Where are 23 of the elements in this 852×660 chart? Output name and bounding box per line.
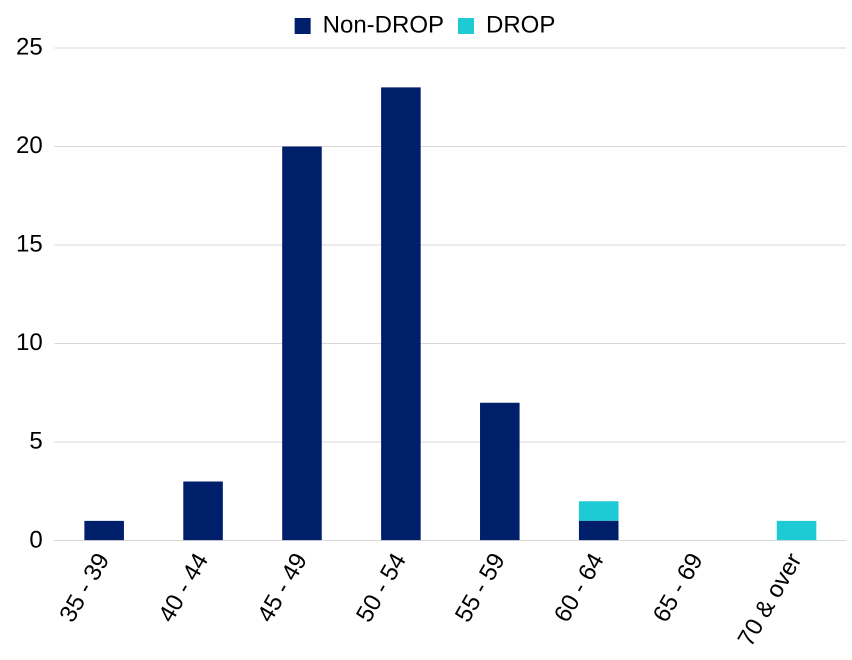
bar <box>776 520 816 540</box>
y-tick-label: 10 <box>16 329 43 356</box>
bar <box>381 87 421 540</box>
bar <box>578 520 618 540</box>
x-tick-label: 60 - 64 <box>548 548 610 627</box>
x-tick-label: 45 - 49 <box>252 548 313 627</box>
y-tick-label: 20 <box>16 132 43 160</box>
bar <box>282 146 322 540</box>
bar <box>84 520 124 540</box>
x-tick-label: 55 - 59 <box>450 548 511 627</box>
bar <box>183 482 223 540</box>
x-tick-label: 50 - 54 <box>351 548 412 627</box>
bar <box>578 501 618 521</box>
y-tick-label: 25 <box>16 34 43 61</box>
x-tick-label: 35 - 39 <box>54 548 116 627</box>
y-tick-label: 15 <box>16 230 43 258</box>
legend-label: DROP <box>486 12 556 39</box>
x-tick-label: 40 - 44 <box>153 548 214 627</box>
y-tick-label: 5 <box>29 428 43 455</box>
y-tick-label: 0 <box>29 526 43 554</box>
bar <box>480 402 520 540</box>
x-tick-label: 65 - 69 <box>648 548 709 627</box>
legend-label: Non-DROP <box>322 12 444 39</box>
